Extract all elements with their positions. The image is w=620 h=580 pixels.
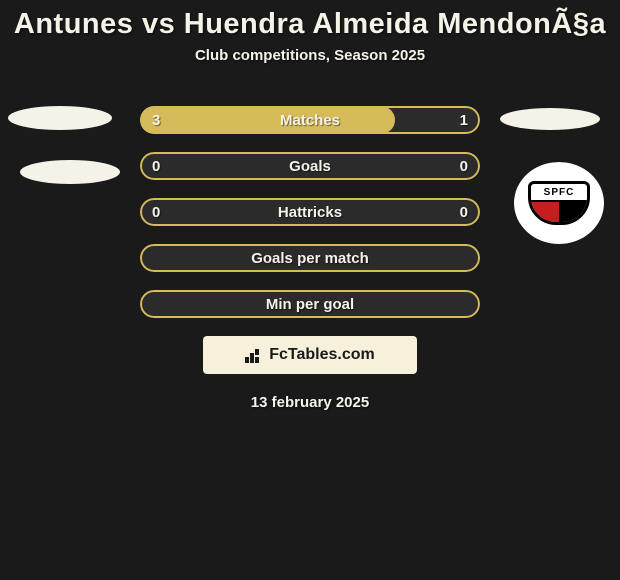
spfc-badge: SPFC bbox=[514, 162, 604, 244]
spfc-badge-text: SPFC bbox=[531, 184, 587, 202]
page-title: Antunes vs Huendra Almeida MendonÃ§a bbox=[14, 8, 606, 41]
stats-area: SPFC 31Matches 00Goals 00Hattricks Goals pe… bbox=[0, 106, 620, 318]
stat-label: Goals bbox=[140, 158, 480, 175]
stat-bar: 00Hattricks bbox=[140, 198, 480, 226]
stat-label: Min per goal bbox=[140, 296, 480, 313]
stat-bar: 00Goals bbox=[140, 152, 480, 180]
player1-crest-b bbox=[20, 160, 120, 184]
stat-bar: Goals per match bbox=[140, 244, 480, 272]
bar-chart-icon bbox=[245, 347, 265, 363]
player2-crest-b: SPFC bbox=[510, 162, 608, 244]
stat-label: Matches bbox=[140, 112, 480, 129]
infographic-container: Antunes vs Huendra Almeida MendonÃ§a Clu… bbox=[0, 0, 620, 580]
stat-label: Hattricks bbox=[140, 204, 480, 221]
player1-crest-a bbox=[8, 106, 112, 130]
stat-bar: 31Matches bbox=[140, 106, 480, 134]
player2-crest-a bbox=[500, 108, 600, 130]
stat-label: Goals per match bbox=[140, 250, 480, 267]
source-logo-text: FcTables.com bbox=[269, 346, 375, 364]
stat-bars: 31Matches 00Goals 00Hattricks Goals per mat… bbox=[140, 106, 480, 318]
stat-bar: Min per goal bbox=[140, 290, 480, 318]
date-label: 13 february 2025 bbox=[251, 394, 369, 411]
source-logo: FcTables.com bbox=[203, 336, 417, 374]
subtitle: Club competitions, Season 2025 bbox=[195, 47, 425, 64]
